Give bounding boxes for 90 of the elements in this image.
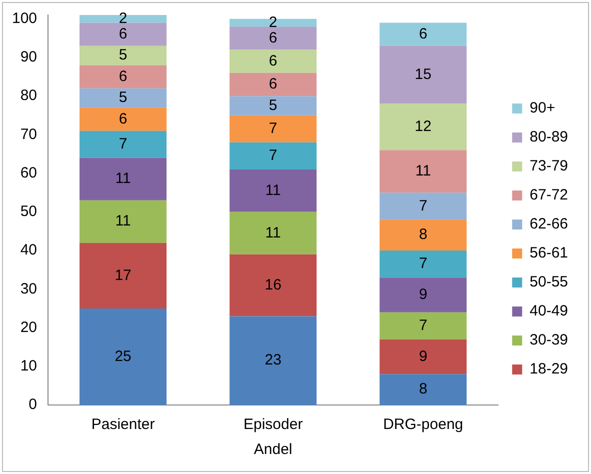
bar bbox=[80, 308, 167, 405]
bar bbox=[80, 242, 167, 308]
y-tick-label: 70 bbox=[20, 126, 38, 143]
bar bbox=[80, 22, 167, 46]
bar bbox=[230, 115, 317, 142]
bar bbox=[380, 46, 467, 104]
x-tick-label: Episoder bbox=[243, 416, 303, 434]
bar bbox=[380, 374, 467, 405]
y-tick-label: 20 bbox=[20, 318, 38, 336]
data-label: 12 bbox=[414, 118, 432, 136]
bar bbox=[230, 142, 317, 170]
legend-label: 67-72 bbox=[530, 186, 568, 204]
bar bbox=[380, 22, 467, 46]
bar bbox=[230, 18, 317, 27]
data-label: 7 bbox=[118, 135, 128, 152]
bar bbox=[230, 212, 317, 254]
data-label: 25 bbox=[114, 348, 132, 365]
y-tick-label: 40 bbox=[20, 242, 38, 259]
bar bbox=[380, 339, 467, 374]
bar bbox=[380, 150, 467, 193]
data-label: 11 bbox=[115, 170, 131, 188]
bar bbox=[380, 192, 467, 220]
data-label: 2 bbox=[118, 10, 128, 27]
data-label: 7 bbox=[418, 316, 428, 334]
data-label: 8 bbox=[418, 380, 428, 398]
legend-label: 73-79 bbox=[530, 158, 568, 175]
bar bbox=[80, 158, 167, 200]
bar bbox=[230, 316, 317, 405]
data-label: 7 bbox=[268, 147, 278, 164]
legend-label: 90+ bbox=[530, 100, 556, 117]
legend-label: 50-55 bbox=[530, 274, 568, 291]
legend-label: 30-39 bbox=[530, 332, 568, 349]
data-label: 9 bbox=[418, 348, 428, 365]
bar bbox=[230, 254, 317, 316]
bar bbox=[380, 104, 467, 150]
bar bbox=[380, 220, 467, 251]
bar bbox=[80, 65, 167, 88]
data-label: 5 bbox=[118, 89, 128, 106]
data-label: 16 bbox=[264, 276, 282, 294]
bar bbox=[230, 26, 317, 50]
data-label: 7 bbox=[268, 120, 278, 138]
data-label: 11 bbox=[115, 212, 131, 230]
data-label: 11 bbox=[265, 182, 281, 199]
data-label: 6 bbox=[118, 25, 128, 42]
legend-label: 80-89 bbox=[530, 128, 568, 146]
data-label: 5 bbox=[118, 46, 128, 64]
bar bbox=[380, 278, 467, 312]
bar bbox=[80, 108, 167, 131]
legend-label: 62-66 bbox=[530, 216, 568, 233]
y-tick-label: 60 bbox=[20, 164, 38, 182]
bar bbox=[230, 72, 317, 96]
y-tick-label: 0 bbox=[28, 396, 38, 414]
data-label: 8 bbox=[418, 226, 428, 244]
bar bbox=[80, 130, 167, 158]
bar bbox=[80, 200, 167, 243]
y-tick-label: 80 bbox=[20, 87, 38, 104]
bar bbox=[380, 312, 467, 340]
data-label: 7 bbox=[418, 255, 428, 272]
data-label: 6 bbox=[268, 76, 278, 93]
data-label: 17 bbox=[114, 266, 132, 284]
y-tick-label: 10 bbox=[20, 358, 38, 375]
data-label: 23 bbox=[264, 352, 282, 369]
legend-label: 56-61 bbox=[530, 244, 568, 262]
bar bbox=[230, 96, 317, 116]
data-label: 6 bbox=[118, 68, 128, 85]
legend-label: 40-49 bbox=[530, 302, 568, 320]
bar bbox=[80, 46, 167, 66]
data-label: 11 bbox=[265, 224, 281, 242]
x-tick-label: Pasienter bbox=[91, 416, 155, 434]
bar bbox=[80, 88, 167, 108]
data-label: 6 bbox=[418, 25, 428, 42]
data-label: 7 bbox=[418, 197, 428, 214]
y-tick-label: 50 bbox=[20, 203, 38, 220]
bar bbox=[230, 50, 317, 73]
y-tick-label: 100 bbox=[12, 10, 38, 27]
data-label: 6 bbox=[118, 110, 128, 128]
bar bbox=[380, 250, 467, 278]
legend-label: 18-29 bbox=[530, 360, 568, 378]
data-label: 5 bbox=[268, 96, 278, 114]
y-tick-label: 30 bbox=[20, 280, 38, 298]
data-label: 11 bbox=[415, 162, 431, 180]
bar bbox=[230, 169, 317, 212]
data-label: 9 bbox=[418, 286, 428, 304]
data-label: 6 bbox=[268, 52, 278, 70]
data-label: 2 bbox=[268, 14, 278, 31]
x-axis-title: Andel bbox=[254, 441, 292, 458]
x-tick-label: DRG-poeng bbox=[383, 416, 464, 434]
y-tick-label: 90 bbox=[20, 48, 38, 66]
data-label: 6 bbox=[268, 29, 278, 46]
data-label: 15 bbox=[414, 66, 432, 83]
